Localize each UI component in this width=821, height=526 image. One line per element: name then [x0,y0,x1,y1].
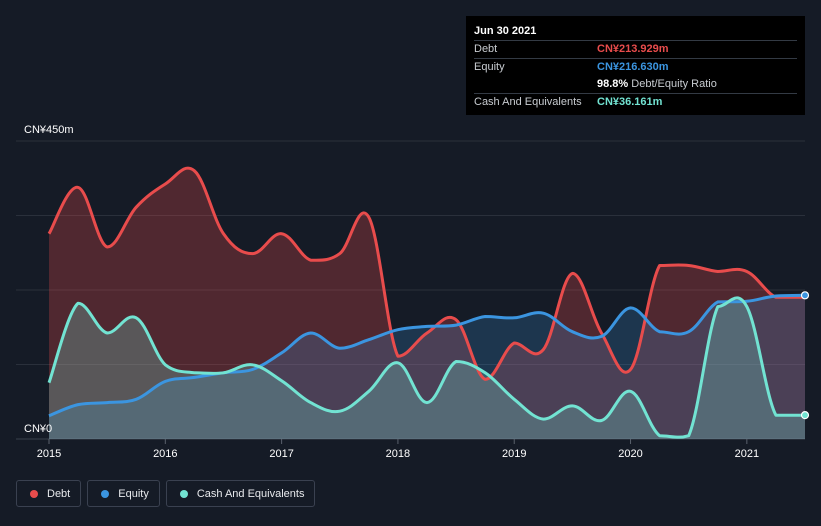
tooltip-cash-row: Cash And Equivalents CN¥36.161m [474,93,797,111]
x-tick-label: 2016 [153,448,177,460]
x-tick-label: 2021 [735,448,759,460]
series-end-markers [800,291,810,420]
x-tick-label: 2018 [386,448,410,460]
cash-end-marker [800,411,810,420]
chart-tooltip: Jun 30 2021 Debt CN¥213.929m Equity CN¥2… [466,16,805,115]
debt-line [47,166,805,381]
tooltip-ratio-label: Debt/Equity Ratio [631,78,717,90]
tooltip-debt-value: CN¥213.929m [597,43,669,55]
tooltip-debt-row: Debt CN¥213.929m [474,40,797,58]
chart-legend: Debt Equity Cash And Equivalents [16,480,316,508]
tooltip-debt-label: Debt [474,43,498,55]
y-tick-label-max: CN¥450m [24,124,74,136]
legend-item-cash[interactable]: Cash And Equivalents [165,480,316,507]
x-tick-label: 2020 [618,448,642,460]
x-tick-label: 2019 [502,448,526,460]
tooltip-ratio-row: 98.8% Debt/Equity Ratio [474,76,797,93]
cash-area [49,297,805,439]
x-tick-label: 2015 [37,448,61,460]
series-areas [49,168,805,440]
tooltip-date: Jun 30 2021 [474,25,537,37]
tooltip-cash-label: Cash And Equivalents [474,96,582,108]
tooltip-ratio-value: 98.8% [597,78,629,90]
cash-dot-icon [179,489,188,498]
cash-line [47,296,805,439]
legend-item-equity[interactable]: Equity [87,480,160,507]
legend-equity-label: Equity [118,487,149,500]
tooltip-equity-value: CN¥216.630m [597,61,669,73]
equity-line [48,293,806,418]
y-tick-label-zero: CN¥0 [24,423,52,435]
x-tick-label: 2017 [269,448,293,460]
equity-dot-icon [101,489,110,498]
legend-item-debt[interactable]: Debt [16,480,82,507]
series-lines [47,166,806,439]
legend-debt-label: Debt [47,487,71,500]
debt-equity-chart: 2015 2016 2017 2018 2019 2020 2021 CN¥450m CN¥… [16,124,810,460]
equity-end-marker [800,291,810,300]
tooltip-equity-label: Equity [474,61,505,73]
debt-dot-icon [30,489,38,498]
gridlines [16,140,805,440]
tooltip-cash-value: CN¥36.161m [597,96,663,108]
tooltip-equity-row: Equity CN¥216.630m [474,58,797,76]
x-axis-ticks: 2015 2016 2017 2018 2019 2020 2021 [37,439,759,460]
legend-cash-label: Cash And Equivalents [196,487,305,500]
